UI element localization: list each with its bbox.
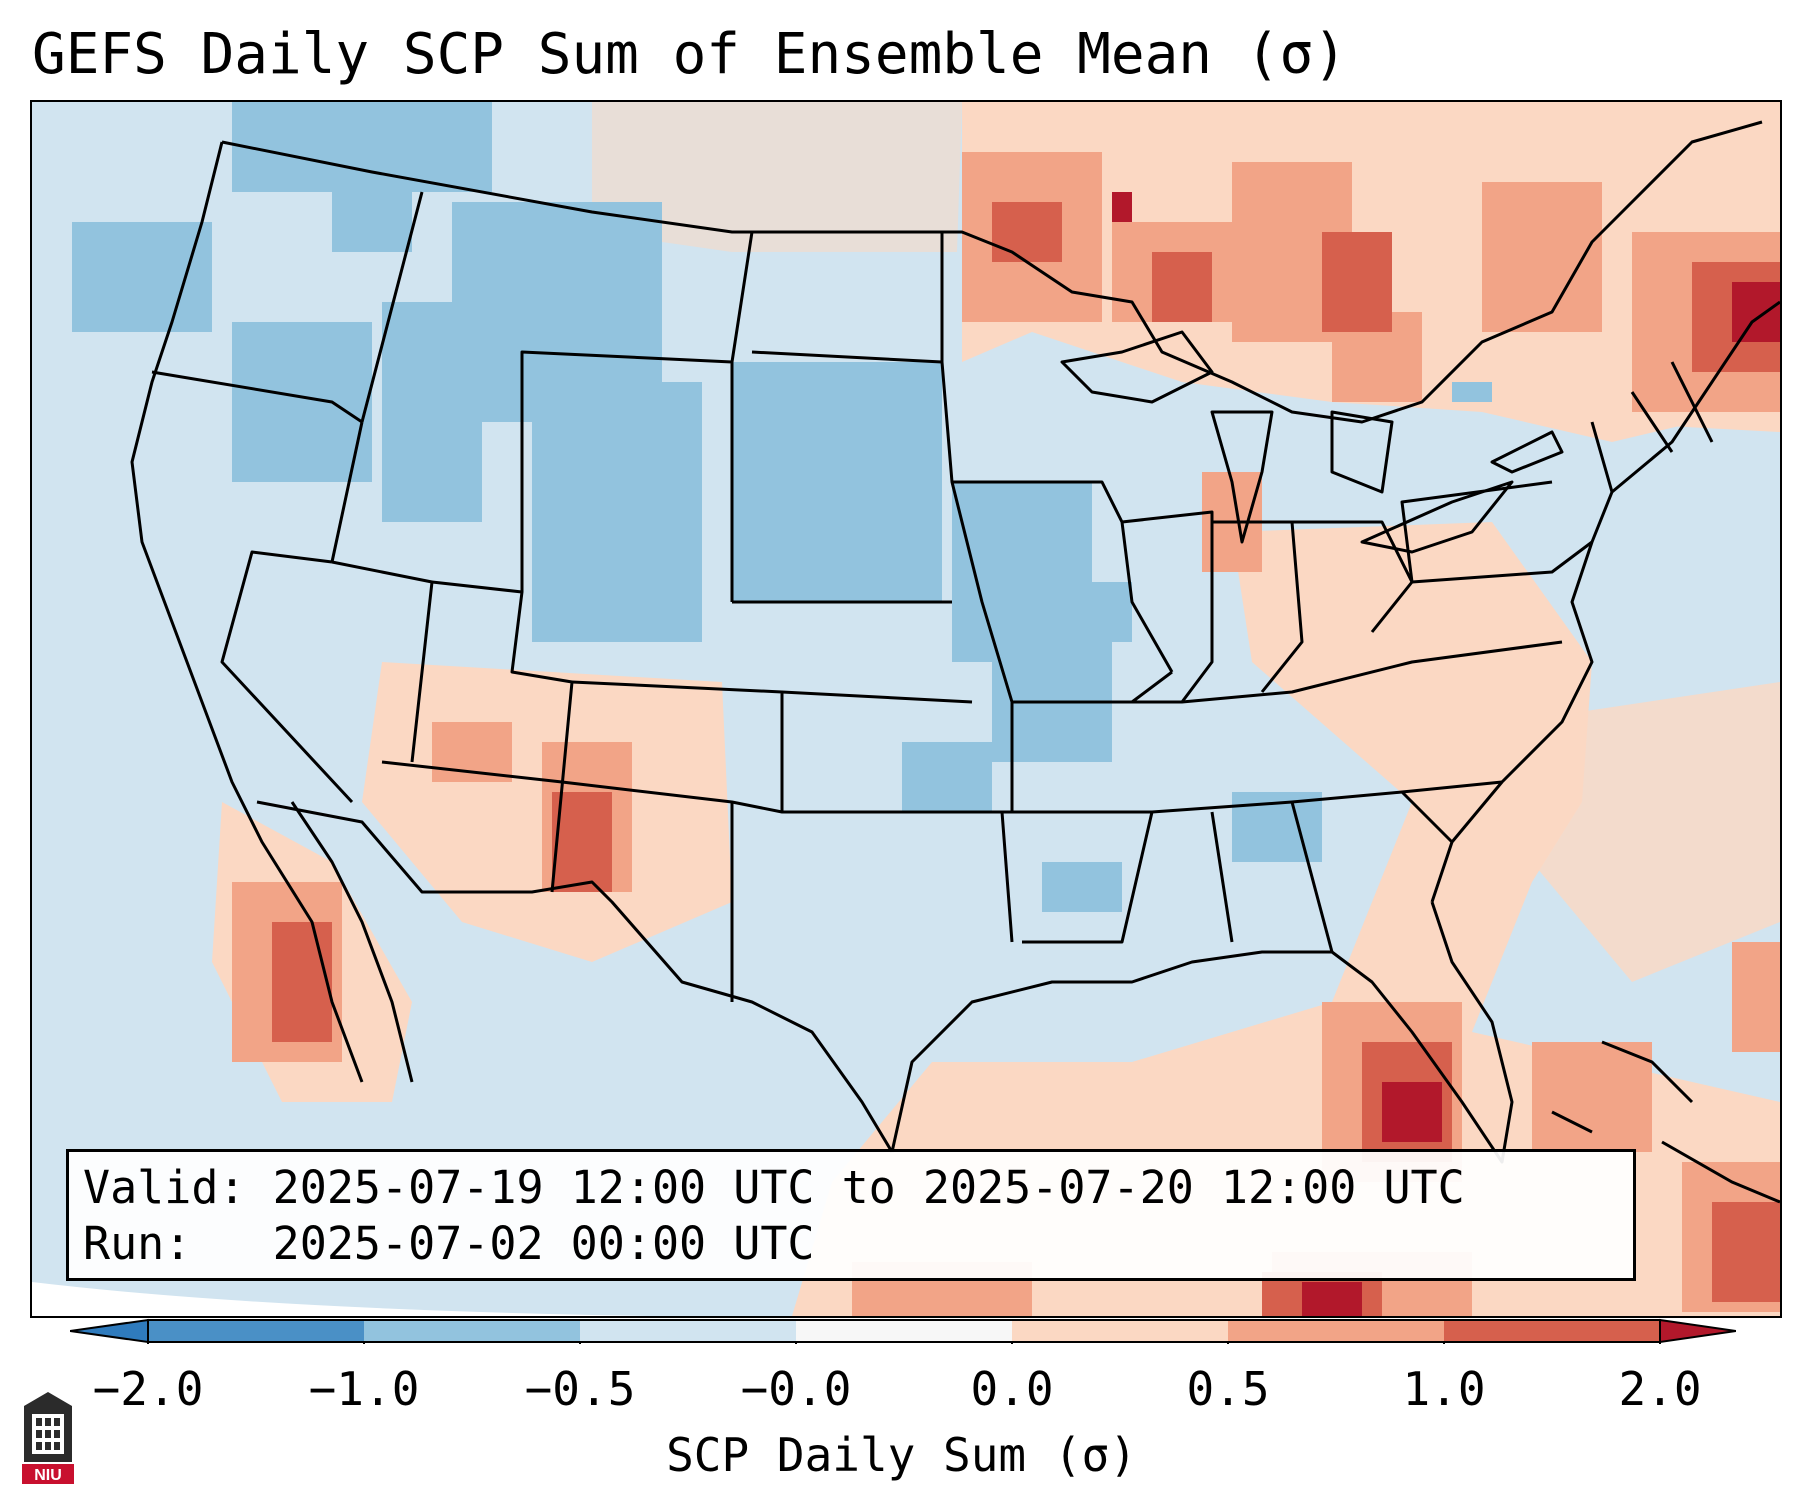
- logo-text: NIU: [34, 1467, 62, 1484]
- valid-time: 2025-07-19 12:00 UTC to 2025-07-20 12:00…: [272, 1161, 1465, 1214]
- boundary-lines: [130, 120, 1780, 1164]
- colorbar-tick-label: −1.0: [308, 1362, 420, 1416]
- valid-run-info-box: Valid: 2025-07-19 12:00 UTC to 2025-07-2…: [66, 1149, 1636, 1281]
- chart-title: GEFS Daily SCP Sum of Ensemble Mean (σ): [32, 22, 1347, 87]
- run-label: Run:: [83, 1217, 192, 1270]
- colorbar: [70, 1318, 1736, 1344]
- colorbar-segment: [1012, 1320, 1228, 1342]
- colorbar-under-arrow: [70, 1318, 149, 1344]
- colorbar-tick-label: −2.0: [92, 1362, 204, 1416]
- colorbar-segment: [1444, 1320, 1660, 1342]
- colorbar-tick-label: −0.0: [740, 1362, 852, 1416]
- colorbar-over-arrow: [1659, 1318, 1736, 1344]
- valid-label: Valid:: [83, 1161, 246, 1214]
- colorbar-tick-label: 1.0: [1402, 1362, 1486, 1416]
- colorbar-segment: [580, 1320, 796, 1342]
- run-time: 2025-07-02 00:00 UTC: [272, 1217, 815, 1270]
- colorbar-segment: [148, 1320, 364, 1342]
- colorbar-segment: [796, 1320, 1012, 1342]
- niu-logo: NIU: [22, 1392, 74, 1484]
- colorbar-segment: [1228, 1320, 1444, 1342]
- colorbar-tick-label: 2.0: [1618, 1362, 1702, 1416]
- colorbar-tick-label: 0.0: [970, 1362, 1054, 1416]
- colorbar-tick-label: −0.5: [524, 1362, 636, 1416]
- colorbar-label: SCP Daily Sum (σ): [666, 1428, 1137, 1482]
- caribbean-islands: [1551, 1040, 1780, 1204]
- map-canvas: [32, 102, 1780, 1316]
- map-panel: [30, 100, 1782, 1318]
- negative-anomaly-regions: [72, 102, 1492, 912]
- colorbar-segment: [364, 1320, 580, 1342]
- colorbar-tick-label: 0.5: [1186, 1362, 1270, 1416]
